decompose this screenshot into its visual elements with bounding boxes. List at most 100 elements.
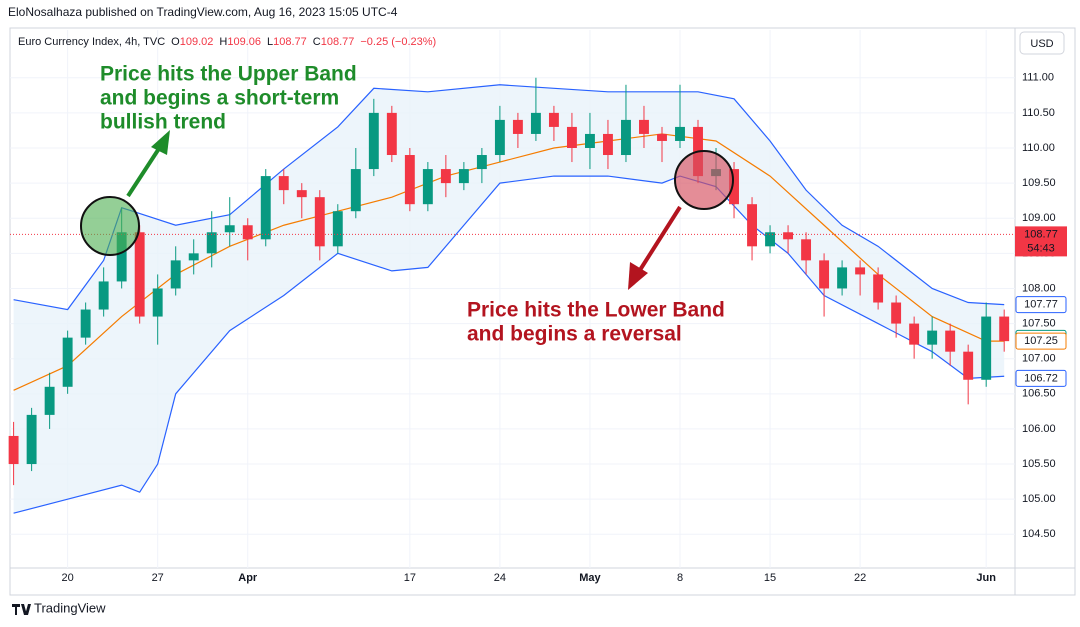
candle-body <box>639 119 649 134</box>
candle-body <box>206 232 217 254</box>
candle-body <box>170 260 181 289</box>
x-tick-label: 20 <box>62 572 74 584</box>
y-tick-label: 105.00 <box>1022 493 1056 505</box>
countdown: 54:43 <box>1027 242 1055 254</box>
candle-body <box>530 112 541 134</box>
candle-body <box>260 176 271 240</box>
change: −0.25 (−0.23%) <box>360 36 436 48</box>
brand: TradingView <box>34 600 106 615</box>
arrow-head <box>151 130 170 155</box>
annotation-text: and begins a short-term <box>100 87 339 110</box>
ohlc-key: H <box>219 36 227 48</box>
candle-body <box>603 133 613 156</box>
y-tick-label: 106.50 <box>1022 388 1056 400</box>
ohlc: O109.02 H109.06 L108.77 C108.77 −0.25 (−0.23… <box>171 36 436 48</box>
annotation-text: Price hits the Lower Band <box>467 299 725 322</box>
candle-body <box>8 435 19 465</box>
candle-body <box>873 274 884 303</box>
price-label: 107.77 <box>1024 299 1058 311</box>
candle-body <box>855 267 866 275</box>
y-tick-label: 108.00 <box>1022 282 1056 294</box>
x-tick-label: 17 <box>404 572 416 584</box>
candle-body <box>981 316 992 380</box>
candle-body <box>494 119 505 156</box>
price-label-box <box>1015 296 1067 314</box>
candle-body <box>386 112 397 156</box>
candle-body <box>80 309 91 338</box>
ohlc-value: 108.77 <box>321 36 355 48</box>
candle-body <box>927 330 938 345</box>
candle-body <box>801 239 812 261</box>
candle-body <box>891 302 902 324</box>
price-label: 106.72 <box>1024 372 1058 384</box>
candle-body <box>44 386 55 415</box>
candle-body <box>963 351 974 380</box>
y-tick-label: 110.50 <box>1022 107 1055 119</box>
candle-body <box>657 133 667 141</box>
y-tick-label: 105.50 <box>1022 458 1056 470</box>
candle-body <box>512 119 523 134</box>
plot-area <box>8 30 1015 568</box>
currency-label[interactable]: USD <box>1030 38 1053 50</box>
candle-body <box>224 225 235 233</box>
candle-body <box>422 169 433 205</box>
ohlc-value: 109.06 <box>227 36 261 48</box>
candle-body <box>584 133 595 148</box>
candle-body <box>819 260 830 289</box>
logo <box>12 604 31 615</box>
ohlc-value: 108.77 <box>273 36 307 48</box>
x-tick-label: Apr <box>238 572 258 584</box>
candle-body <box>404 155 415 205</box>
price-label-box <box>1015 369 1067 387</box>
symbol: Euro Currency Index, 4h, TVC <box>18 36 165 48</box>
y-tick-label: 106.00 <box>1022 423 1056 435</box>
ohlc-key: C <box>313 36 321 48</box>
published-line: EloNosalhaza published on TradingView.co… <box>8 5 398 19</box>
candle-body <box>729 169 739 205</box>
price-label: 107.25 <box>1024 335 1058 347</box>
frame <box>9 27 1076 596</box>
candle-body <box>621 119 631 156</box>
x-tick-label: 15 <box>764 572 776 584</box>
candle-body <box>909 323 920 345</box>
x-tick-label: 24 <box>494 572 506 584</box>
y-tick-label: 104.50 <box>1022 528 1056 540</box>
candle-body <box>26 414 37 465</box>
y-tick-label: 109.00 <box>1022 212 1056 224</box>
x-tick-label: Jun <box>976 572 996 584</box>
y-tick-label: 107.00 <box>1022 353 1056 365</box>
x-tick-label: 22 <box>854 572 866 584</box>
candle-body <box>765 232 776 247</box>
currency-button[interactable] <box>1019 31 1065 55</box>
legend-line: Euro Currency Index, 4h, TVC O109.02 H109.… <box>18 36 436 48</box>
candle-body <box>98 281 109 310</box>
candle-body <box>458 169 469 184</box>
candle-body <box>837 267 848 289</box>
candle-body <box>945 330 956 352</box>
annotation-text: Price hits the Upper Band <box>100 63 357 86</box>
candle-body <box>278 176 289 191</box>
ohlc-key: O <box>171 36 180 48</box>
candle-body <box>188 253 199 261</box>
x-tick-label: 27 <box>152 572 164 584</box>
price-label: 108.77 <box>1024 228 1058 240</box>
ohlc-key: L <box>267 36 273 48</box>
band-line <box>13 133 1005 391</box>
arrow <box>638 205 682 272</box>
candle-body <box>368 112 379 170</box>
candle-body <box>566 126 577 148</box>
candle-body <box>548 112 559 127</box>
candle-body <box>675 126 685 141</box>
y-tick-label: 111.00 <box>1022 72 1054 84</box>
arrow <box>126 145 162 198</box>
candle-body <box>62 337 73 387</box>
band-line <box>13 84 1005 311</box>
y-tick-label: 110.00 <box>1022 142 1055 154</box>
candle-body <box>783 232 794 240</box>
candle-body <box>747 204 757 247</box>
ohlc-value: 109.02 <box>180 36 214 48</box>
price-label-box <box>1015 332 1067 350</box>
highlight-circle <box>80 196 140 256</box>
highlight-circle <box>674 150 734 210</box>
